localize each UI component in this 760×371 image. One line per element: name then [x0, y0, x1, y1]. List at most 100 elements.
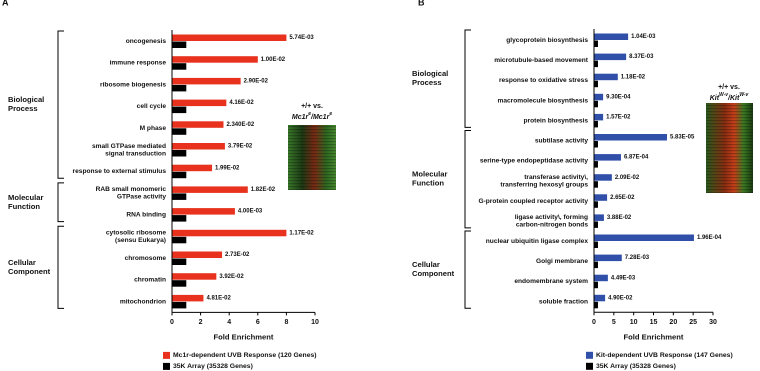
group-label-line: Biological — [412, 69, 448, 78]
category-label: cytosolic ribosome (sensu Eukarya) — [106, 229, 166, 244]
bar — [594, 113, 604, 121]
p-value-label: 3.92E-02 — [219, 274, 244, 280]
category-label-line: carbon-nitrogen bonds — [516, 221, 588, 228]
heatmap-label-sup: e — [308, 111, 311, 117]
bar — [172, 215, 187, 222]
bar — [172, 34, 287, 41]
heatmap-label-sup: e — [329, 111, 332, 117]
group-bracket — [57, 182, 64, 223]
panel-letter: B — [418, 0, 425, 7]
category-label-line: transferase activity\, — [524, 174, 588, 181]
bar — [594, 254, 622, 262]
category-label: RNA binding — [126, 211, 166, 218]
heatmap-label-part: /Kit — [727, 95, 740, 102]
p-value-label: 6.87E-04 — [624, 155, 649, 161]
bar — [594, 281, 598, 289]
bar — [594, 301, 598, 309]
group-label-line: Molecular — [8, 193, 43, 202]
group-label: Molecular Function — [412, 170, 447, 188]
category-label-line: ribosome biogenesis — [100, 81, 166, 88]
bar — [172, 143, 225, 150]
group-label-line: Function — [8, 202, 40, 211]
category-label: transferase activity\, transferring hexos… — [500, 174, 588, 189]
p-value-label: 3.79E-02 — [228, 144, 253, 150]
category-label-line: M phase — [140, 125, 167, 132]
x-tick-label: 8 — [284, 319, 288, 326]
bar — [594, 161, 598, 168]
category-label-line: immune response — [110, 59, 167, 66]
category-label: oncogenesis — [126, 38, 167, 45]
bar — [594, 53, 627, 61]
category-label-line: Golgi membrane — [536, 258, 588, 265]
group-bracket — [57, 225, 64, 309]
heatmap-label: Mc1re/Mc1re — [292, 111, 332, 121]
bar — [172, 121, 224, 128]
category-label: Golgi membrane — [536, 258, 588, 265]
bar — [172, 294, 204, 302]
bar — [172, 193, 187, 200]
group-label-line: Process — [412, 78, 442, 87]
heatmap-label-sup: W-v — [719, 92, 729, 98]
p-value-label: 1.18E-02 — [621, 74, 646, 80]
bar — [594, 194, 608, 201]
bar — [172, 171, 187, 179]
category-label-line: GTPase activity — [117, 193, 166, 200]
category-label: mitochondrion — [120, 298, 166, 305]
x-tick-label: 20 — [669, 319, 677, 326]
group-label-line: Process — [8, 104, 38, 113]
bar — [172, 150, 187, 157]
bar — [172, 99, 227, 107]
category-label: microtubule-based movement — [494, 57, 589, 64]
bar — [594, 261, 598, 269]
heatmap-label: +/+ vs. — [718, 84, 740, 91]
bar — [594, 93, 604, 101]
category-label-line: oncogenesis — [126, 38, 167, 45]
category-label: chromosome — [125, 255, 167, 262]
category-label: protein biosynthesis — [524, 117, 589, 124]
group-label: Molecular Function — [8, 193, 43, 211]
category-label-line: glycoprotein biosynthesis — [506, 37, 588, 44]
x-tick-label: 0 — [170, 319, 174, 326]
category-label-line: RAB small monomeric — [96, 186, 167, 193]
bar — [594, 80, 598, 88]
category-label: G-protein coupled receptor activity — [478, 198, 588, 205]
category-label-line: chromosome — [125, 255, 167, 262]
p-value-label: 8.37E-03 — [629, 54, 654, 60]
heatmap-label-part: Kit — [710, 95, 720, 102]
group-label-line: Biological — [8, 95, 44, 104]
category-label-line: small GTPase mediated — [92, 143, 166, 150]
p-value-label: 1.17E-02 — [289, 230, 314, 236]
category-label: RAB small monomeric GTPase activity — [96, 186, 167, 201]
heatmap-label-part: Mc1r — [292, 114, 310, 121]
category-label-line: macromolecule biosynthesis — [497, 97, 588, 104]
bar — [594, 100, 598, 108]
category-label-line: chromatin — [134, 276, 166, 283]
bar — [172, 208, 235, 215]
p-value-label: 1.99E-02 — [215, 165, 240, 171]
heatmap-label-sup: W-v — [739, 92, 749, 98]
p-value-label: 2.73E-02 — [225, 252, 250, 258]
p-value-label: 1.57E-02 — [606, 114, 631, 120]
category-label: nuclear ubiquitin ligase complex — [486, 238, 589, 245]
bar — [172, 280, 187, 287]
category-label-line: endomembrane system — [514, 278, 588, 285]
bar — [172, 186, 248, 193]
category-label-line: protein biosynthesis — [524, 117, 589, 124]
p-value-label: 1.82E-02 — [251, 187, 276, 193]
heatmap-label: +/+ vs. — [301, 103, 323, 110]
p-value-label: 5.74E-03 — [289, 35, 314, 41]
p-value-label: 1.04E-03 — [631, 34, 656, 40]
group-label-line: Cellular — [412, 260, 440, 269]
category-label-line: cytosolic ribosome — [106, 229, 166, 236]
category-label: ribosome biogenesis — [100, 81, 166, 88]
p-value-label: 9.30E-04 — [606, 94, 631, 100]
category-label: response to external stimulus — [73, 168, 167, 175]
p-value-label: 2.340E-02 — [226, 122, 254, 128]
legend-swatch — [163, 351, 170, 359]
x-tick-label: 6 — [256, 319, 260, 326]
bar — [594, 181, 598, 188]
category-label: immune response — [110, 59, 167, 66]
x-tick-label: 4 — [227, 319, 231, 326]
legend-label: Kit-dependent UVB Response (147 Genes) — [596, 352, 733, 359]
category-label: glycoprotein biosynthesis — [506, 37, 588, 44]
